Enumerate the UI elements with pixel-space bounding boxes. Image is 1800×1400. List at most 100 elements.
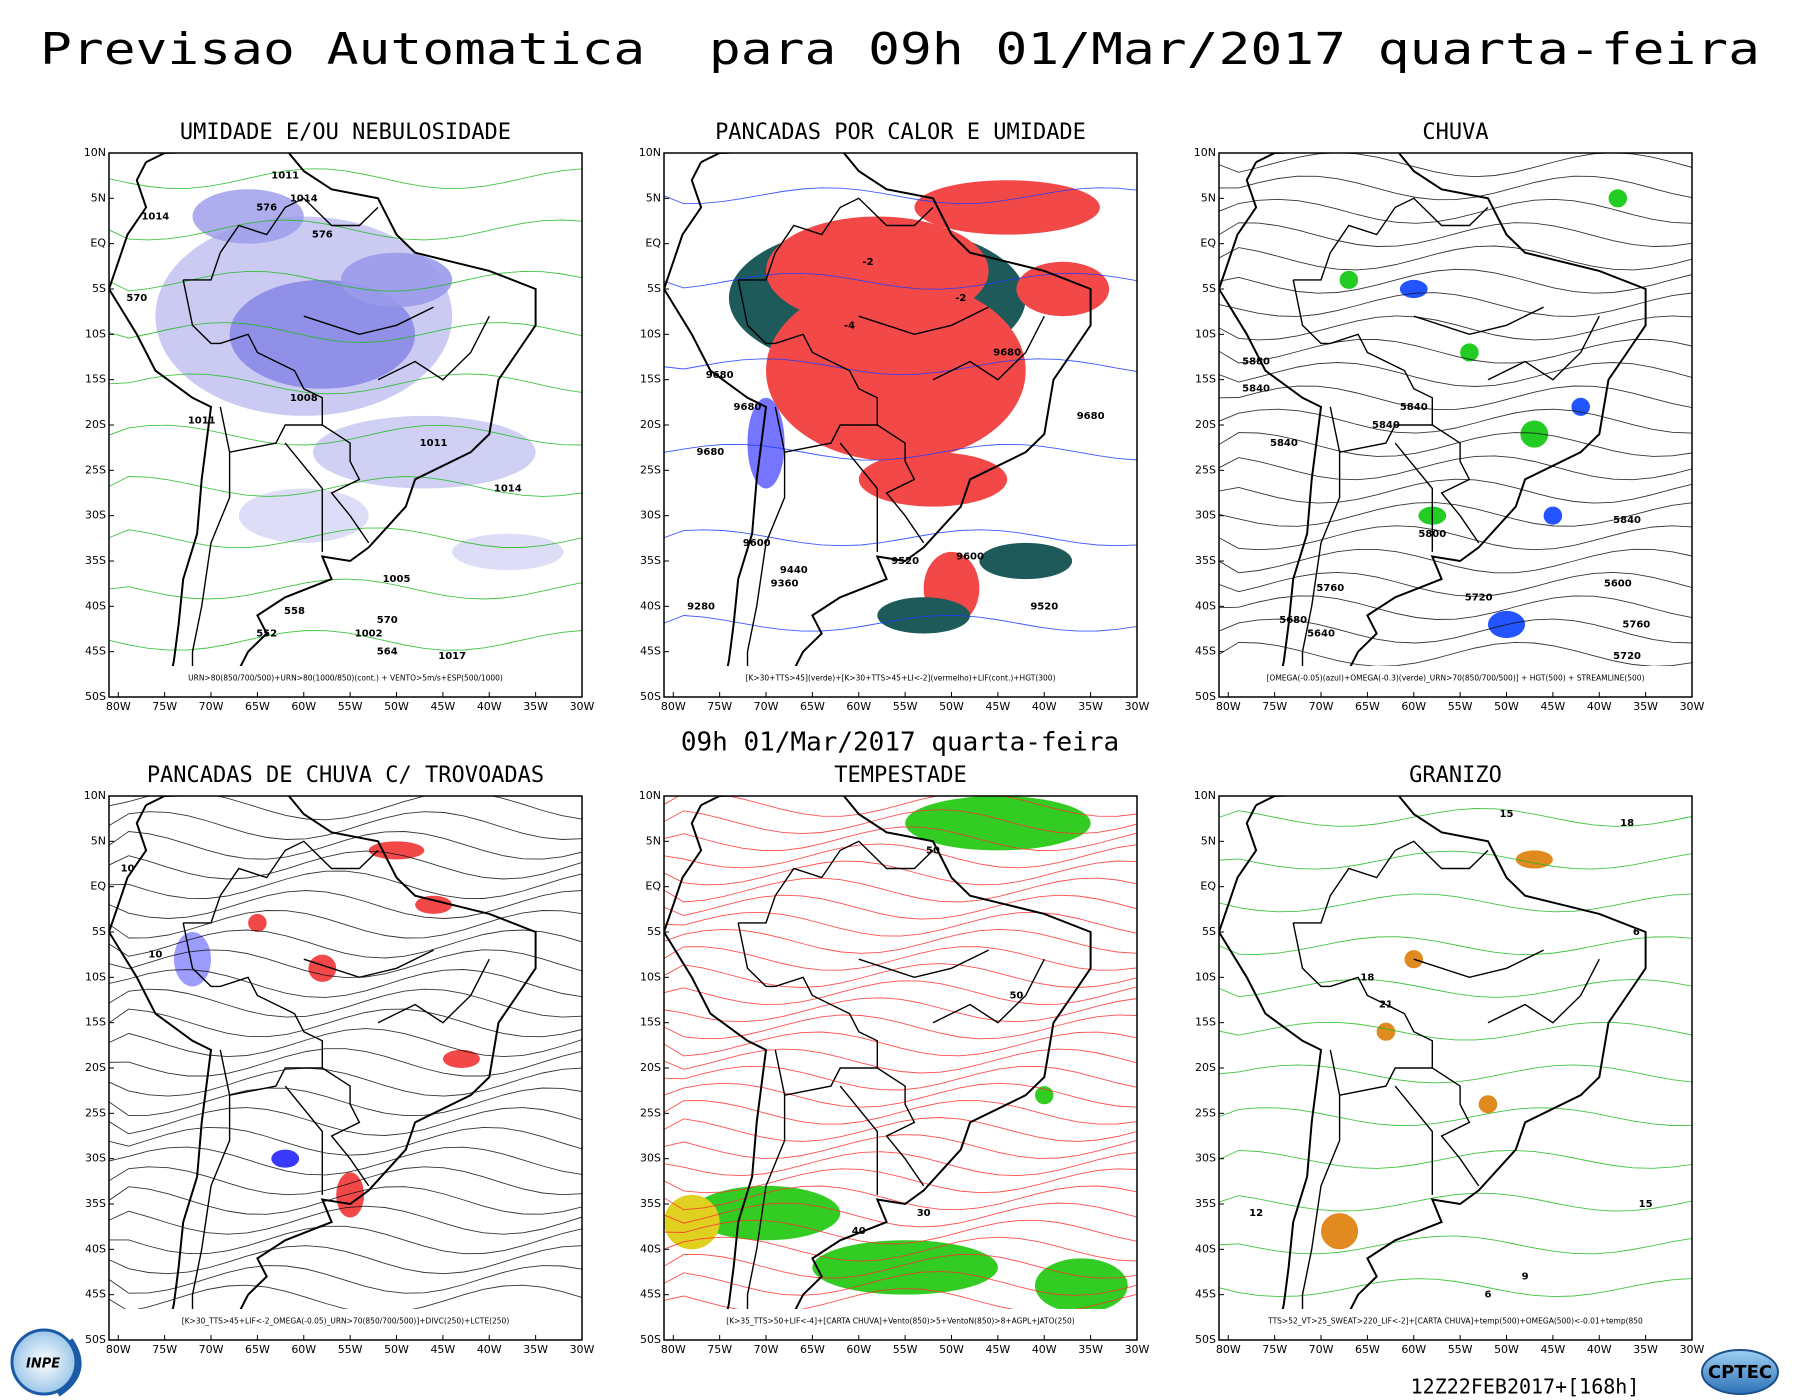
contour-label: 1005 [383,574,411,585]
lat-label: 15S [640,373,661,386]
streamline [1219,222,1692,247]
contour-label: 5840 [1613,515,1641,526]
streamline [664,1134,1137,1159]
border-line [182,279,370,544]
streamline [664,614,1137,632]
shaded-field [313,415,536,489]
lat-label: 35S [1195,554,1216,567]
lon-label: 60W [846,1343,871,1356]
map-caption: [K>30+TTS>45](verde)+[K>30+TTS>45+LI<-2]… [745,674,1055,683]
coastline [109,796,537,1309]
shaded-field [1321,1213,1359,1250]
contour-label: 9600 [743,538,771,549]
lat-label: 45S [640,1288,661,1301]
streamline [1219,339,1692,364]
contour-label: -2 [862,257,873,268]
streamline [1219,292,1692,317]
border-line [738,197,934,281]
lon-label: 45W [985,700,1010,713]
lat-label: 35S [1195,1197,1216,1210]
lon-label: 75W [707,700,732,713]
shaded-field [442,1049,480,1068]
lat-label: 25S [640,1106,661,1119]
lon-label: 50W [939,700,964,713]
lat-label: 45S [640,645,661,658]
streamline [1219,1278,1692,1298]
lon-label: 40W [1032,1343,1057,1356]
map-caption: [K>35_TTS>50+LIF<-4]+[CARTA CHUVA]+Vento… [726,1317,1074,1326]
streamline [109,630,582,651]
contour-label: 5840 [1270,438,1298,449]
streamline [109,476,582,497]
streamline [1219,245,1692,271]
lon-label: 55W [893,1343,918,1356]
contour-label: 552 [256,629,277,640]
streamline [1219,198,1692,224]
lon-label: 30W [1125,700,1150,713]
contour-label: 9600 [956,551,984,562]
streamline [109,831,582,860]
streamline [664,911,1137,937]
map-background [109,796,582,1309]
lon-label: 65W [245,1343,270,1356]
contour-label: 9680 [734,402,762,413]
streamline [664,928,1137,954]
contour-label: 1011 [420,438,448,449]
lon-label: 45W [430,700,455,713]
border-line [303,949,434,979]
streamline [1219,455,1692,481]
lat-label: 10N [639,789,661,802]
contour-label: 9520 [1030,601,1058,612]
lat-label: 5N [1201,191,1216,204]
map-caption: URN>80(850/700/500)+URN>80(1000/850)(con… [188,674,503,683]
lon-label: 70W [1309,700,1334,713]
lat-label: 15S [85,373,106,386]
lon-label: 80W [661,1343,686,1356]
shaded-field [858,452,1008,507]
shaded-field [340,252,453,308]
contour-label: 1011 [271,171,299,182]
streamline [664,946,1137,971]
lon-label: 65W [245,700,270,713]
shaded-field [1520,420,1549,448]
contour-label: 18 [1620,818,1634,829]
streamline [109,1028,582,1058]
streamline [1219,808,1692,827]
shaded-field [248,913,267,933]
border-line [191,452,231,666]
border-line [738,840,934,924]
lat-label: 25S [1195,1106,1216,1119]
streamline [664,1168,1137,1194]
contour-label: 5840 [1400,402,1428,413]
map-area: 9680 9680 9680 9680 9680 9600 9520 9600 9440 9360… [664,153,1137,666]
contour-label: 50 [926,845,940,856]
lon-label: 40W [1032,700,1057,713]
lon-label: 60W [291,1343,316,1356]
streamline [109,1205,582,1235]
lat-label: 30S [85,509,106,522]
streamline [109,1245,582,1275]
contour-label: 5760 [1316,583,1344,594]
shaded-field [1543,506,1563,525]
contour-label: 9360 [771,579,799,590]
streamline [109,1107,582,1136]
lat-label: 45S [85,645,106,658]
streamline [109,1186,582,1215]
streamline [109,270,582,292]
border-line [377,315,490,381]
streamline [109,811,582,840]
lat-label: 25S [85,1106,106,1119]
lon-label: 80W [106,1343,131,1356]
contour-label: 5880 [1242,357,1270,368]
lon-label: 30W [570,700,595,713]
border-line [1293,840,1489,924]
border-line [1394,1085,1433,1195]
streamline [109,1284,582,1309]
lon-label: 35W [1078,1343,1103,1356]
lon-label: 30W [1125,1343,1150,1356]
streamline [1219,268,1692,294]
streamline [664,1236,1137,1262]
lat-label: 40S [85,1242,106,1255]
map-area: 1011 1014 1014 576 576 570 1008 1011 1011 1014 100… [109,153,582,666]
contour-label: 5720 [1465,592,1493,603]
